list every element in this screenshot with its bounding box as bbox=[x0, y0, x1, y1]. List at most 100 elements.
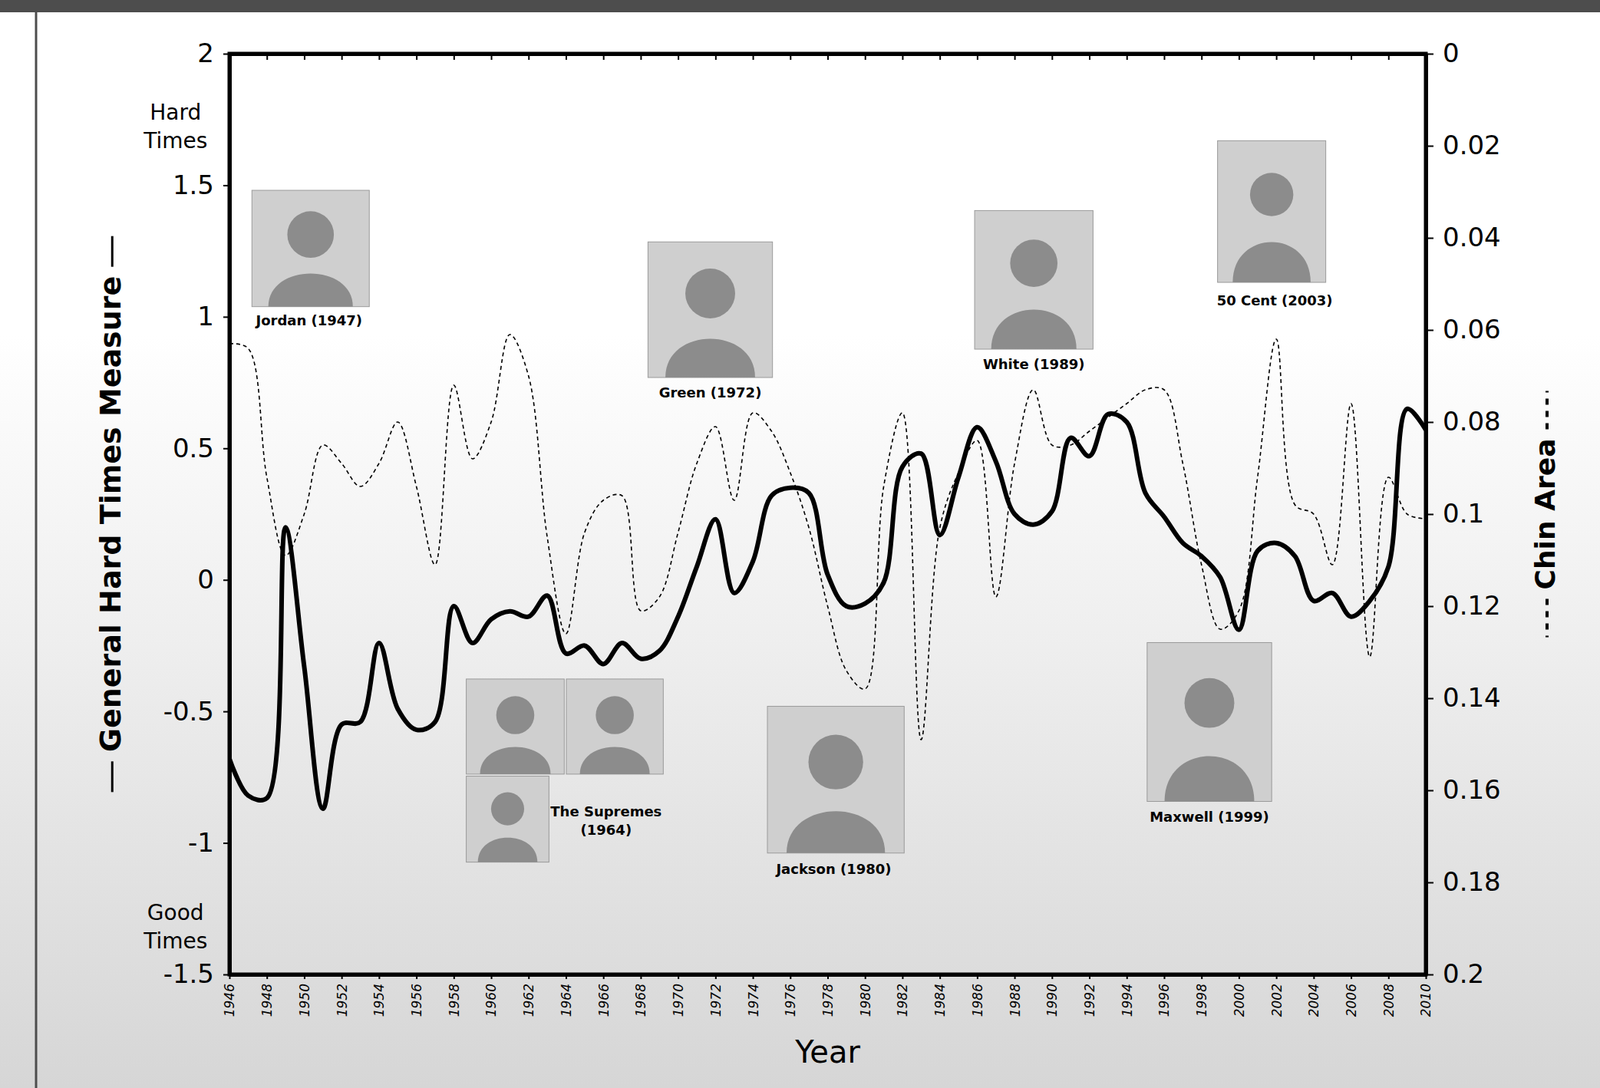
photo-caption: Maxwell (1999) bbox=[1149, 808, 1270, 825]
y-axis-tick-mark bbox=[223, 53, 230, 56]
x-axis-tick-label: 1992 bbox=[1082, 983, 1098, 1017]
x-top-axis-tick bbox=[1238, 53, 1240, 60]
x-axis: 1946194819501952195419561958196019621964… bbox=[221, 974, 1434, 1017]
x-axis-tick-mark bbox=[1014, 974, 1017, 980]
x-axis-tick-label: 1998 bbox=[1194, 983, 1210, 1017]
x-axis-tick: 1966 bbox=[596, 974, 612, 1017]
x-axis-tick-mark bbox=[939, 974, 941, 980]
x-axis-tick: 1950 bbox=[296, 974, 313, 1017]
y2-axis-tick: 0.08 bbox=[1425, 405, 1502, 437]
y2-axis-tick-mark bbox=[1425, 514, 1434, 516]
x-top-axis-tick-mark bbox=[1425, 53, 1428, 60]
y2-axis-title: Chin Area bbox=[1529, 438, 1561, 591]
x-axis-tick-mark bbox=[1200, 974, 1203, 980]
x-axis-tick-mark bbox=[901, 974, 904, 980]
x-axis-tick-label: 1996 bbox=[1156, 983, 1172, 1017]
x-axis-tick-mark bbox=[229, 974, 231, 980]
y2-axis-tick: 0.1 bbox=[1425, 498, 1485, 529]
x-axis-tick-label: 1978 bbox=[820, 983, 836, 1017]
photo-frame bbox=[466, 776, 550, 863]
y2-axis-tick: 0 bbox=[1425, 37, 1460, 69]
y-axis-tick-label: 2 bbox=[197, 37, 215, 69]
x-axis-title: Year bbox=[794, 1034, 861, 1070]
x-top-axis-tick-mark bbox=[378, 53, 380, 60]
x-axis-tick: 1958 bbox=[446, 974, 462, 1017]
x-top-axis-tick bbox=[267, 53, 268, 60]
x-top-axis-tick bbox=[902, 53, 904, 60]
x-axis-tick-label: 1956 bbox=[409, 983, 425, 1017]
x-axis-tick-label: 1970 bbox=[670, 983, 687, 1017]
y2-title-key bbox=[1545, 598, 1549, 637]
y2-axis-tick-label: 0.12 bbox=[1442, 590, 1502, 621]
y-title-key bbox=[111, 236, 114, 268]
x-axis-tick: 1988 bbox=[1007, 974, 1023, 1017]
x-top-axis-tick bbox=[528, 53, 530, 60]
y-axis-tick: -0.5 bbox=[163, 696, 230, 727]
x-axis-tick: 1980 bbox=[857, 974, 874, 1017]
x-axis-tick-mark bbox=[603, 974, 605, 980]
x-axis-tick: 1998 bbox=[1194, 974, 1210, 1017]
photo-caption: White (1989) bbox=[983, 356, 1085, 373]
y2-axis-tick-label: 0.08 bbox=[1442, 405, 1502, 437]
x-top-axis-tick-mark bbox=[303, 53, 306, 60]
y-end-label: HardTimes bbox=[142, 99, 208, 153]
x-axis-tick: 1992 bbox=[1082, 974, 1098, 1017]
x-top-axis-tick-mark bbox=[1088, 53, 1091, 60]
y-axis-tick: 1.5 bbox=[172, 169, 230, 201]
y2-axis-tick-label: 0.04 bbox=[1442, 221, 1502, 253]
x-top-axis-tick-mark bbox=[752, 53, 755, 60]
x-top-axis-tick bbox=[715, 53, 716, 60]
x-axis-tick-mark bbox=[1276, 974, 1278, 980]
x-axis-tick: 1986 bbox=[969, 974, 986, 1017]
x-axis-tick: 2006 bbox=[1343, 974, 1360, 1017]
y-axis-tick-label: -1 bbox=[188, 827, 215, 858]
x-axis-tick-label: 1948 bbox=[259, 983, 275, 1017]
y2-axis-tick-label: 0.2 bbox=[1442, 958, 1485, 990]
y-axis-tick: 1 bbox=[197, 300, 230, 332]
x-axis-tick-label: 1976 bbox=[782, 983, 799, 1017]
y-axis-tick-mark bbox=[223, 316, 230, 318]
x-axis-tick-label: 1964 bbox=[558, 983, 575, 1017]
x-axis-tick: 1994 bbox=[1119, 974, 1135, 1017]
photo-shoulders bbox=[1232, 241, 1311, 283]
photo-frame bbox=[1217, 140, 1327, 283]
x-top-axis-tick-mark bbox=[453, 53, 456, 60]
y2-axis-tick: 0.2 bbox=[1425, 958, 1485, 990]
x-axis-tick: 1982 bbox=[894, 974, 911, 1017]
solid-line bbox=[229, 409, 1426, 809]
x-top-axis-tick bbox=[1014, 53, 1016, 60]
photo-placeholder bbox=[1217, 140, 1327, 283]
x-axis-tick-mark bbox=[789, 974, 792, 980]
x-axis-tick-label: 1982 bbox=[894, 983, 911, 1017]
x-axis-tick-mark bbox=[341, 974, 344, 980]
x-top-axis-tick bbox=[1351, 53, 1353, 60]
x-axis-tick-mark bbox=[1312, 974, 1315, 980]
x-top-axis-tick bbox=[752, 53, 754, 60]
x-axis-tick-label: 1972 bbox=[708, 983, 724, 1017]
x-top-axis-tick bbox=[1388, 53, 1389, 60]
x-axis-tick: 1984 bbox=[932, 974, 948, 1017]
x-axis-tick-mark bbox=[415, 974, 418, 980]
x-axis-tick-label: 1968 bbox=[633, 983, 649, 1017]
y2-axis-tick: 0.02 bbox=[1425, 129, 1502, 161]
photo-placeholder bbox=[466, 679, 565, 775]
x-top-axis-tick bbox=[565, 53, 567, 60]
x-top-axis-tick-mark bbox=[1312, 53, 1315, 60]
x-top-axis-tick-mark bbox=[677, 53, 680, 60]
x-top-axis-tick-mark bbox=[527, 53, 530, 60]
x-top-axis bbox=[230, 53, 1427, 60]
x-top-axis-tick bbox=[828, 53, 829, 60]
x-top-axis-tick-mark bbox=[1126, 53, 1129, 60]
x-top-axis-tick bbox=[341, 53, 343, 60]
y-title-key bbox=[111, 761, 114, 792]
plot-area bbox=[229, 334, 1426, 809]
x-axis-tick-label: 1952 bbox=[334, 983, 350, 1017]
x-axis-tick-label: 1984 bbox=[932, 983, 948, 1017]
x-axis-tick-label: 2004 bbox=[1306, 983, 1322, 1017]
y-axis-tick-label: -0.5 bbox=[163, 696, 215, 727]
photos bbox=[251, 140, 1326, 862]
x-top-axis-tick-mark bbox=[939, 53, 941, 60]
x-axis-tick-mark bbox=[1425, 974, 1428, 980]
y-axis-tick: -1.5 bbox=[163, 958, 230, 990]
y-axis-tick-mark bbox=[223, 842, 230, 845]
